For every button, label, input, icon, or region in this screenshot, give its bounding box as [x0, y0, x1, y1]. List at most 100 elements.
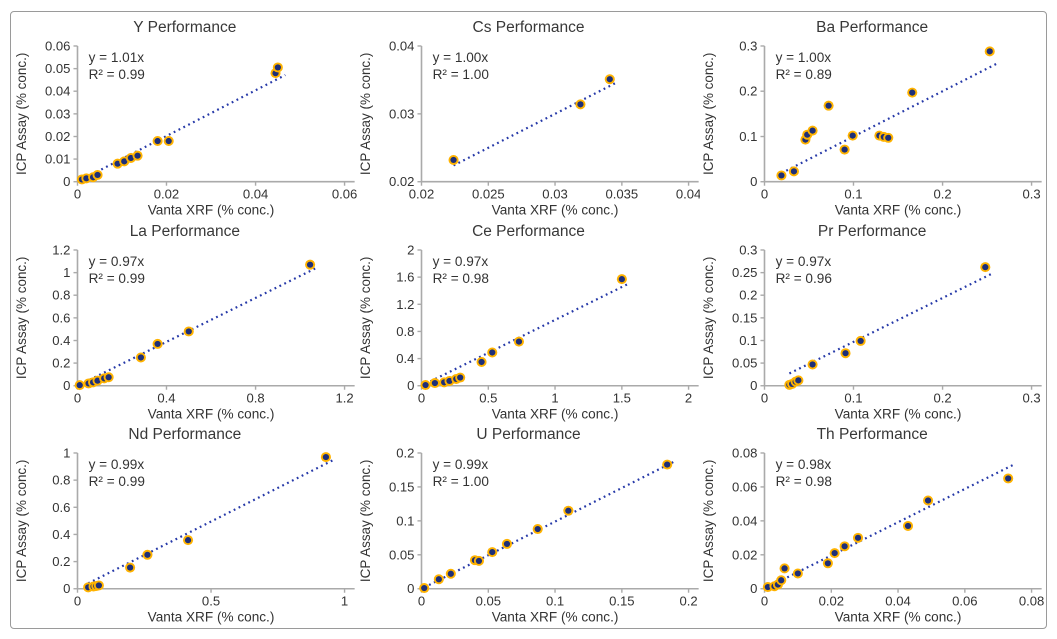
plot-area-y: 0 0.02 0.04 0.06 0 0.01 0.02 0.03 0.04 0.05 0.06 y …	[14, 39, 357, 218]
y-tick-label: 0.04	[732, 514, 757, 529]
data-point	[606, 76, 613, 83]
y-tick-label: 0.4	[396, 351, 414, 366]
y-tick-label: 0.4	[52, 527, 70, 542]
data-point	[885, 134, 892, 141]
y-tick-label: 1	[63, 446, 70, 461]
y-tick-label: 0.08	[732, 446, 757, 461]
data-point	[791, 168, 798, 175]
chart-cell-y: Y Performance 0 0.02 0.04 0.06 0 0.01 0.02 0.03…	[13, 15, 357, 219]
data-point	[127, 154, 135, 162]
data-point	[126, 564, 134, 571]
x-tick-label: 0.8	[246, 390, 264, 405]
x-tick-label: 0.06	[952, 594, 977, 609]
y-tick-label: 0.2	[52, 355, 70, 370]
data-point	[274, 64, 281, 71]
y-axis-label: ICP Assay (% conc.)	[358, 460, 373, 582]
data-point	[322, 454, 330, 461]
data-point	[83, 175, 90, 182]
x-axis-label: Vanta XRF (% conc.)	[148, 203, 275, 218]
x-axis-label: Vanta XRF (% conc.)	[835, 406, 962, 421]
data-point	[185, 327, 192, 335]
chart-title-pr: Pr Performance	[817, 222, 927, 240]
x-tick-label: 0.5	[479, 390, 497, 405]
y-tick-label: 0.3	[740, 39, 758, 54]
plot-area-ba: 0 0.1 0.2 0.3 0 0.1 0.2 0.3 y = 1.00x R² = 0.89 Va…	[701, 39, 1042, 218]
chart-cell-ce: Ce Performance 0 0.5 1 1.5 2 0 0.4 0.8 1.2 1.6 2 y …	[357, 219, 701, 423]
data-point	[841, 146, 849, 153]
y-tick-label: 0	[63, 378, 70, 393]
data-point	[515, 338, 522, 345]
y-tick-label: 0.6	[52, 310, 70, 325]
y-tick-label: 1.2	[396, 296, 414, 311]
data-point	[809, 361, 817, 368]
y-tick-label: 0.8	[396, 324, 414, 339]
data-point	[154, 137, 161, 145]
y-tick-label: 0.2	[740, 287, 758, 302]
x-tick-label: 0	[418, 390, 425, 405]
trendline	[424, 281, 630, 385]
trendline	[423, 460, 675, 589]
x-tick-label: 0	[761, 187, 768, 202]
chart-title-u: U Performance	[476, 426, 581, 444]
y-tick-label: 0	[750, 378, 757, 393]
data-point	[795, 570, 802, 577]
trendline	[781, 62, 999, 175]
y-tick-label: 0.2	[740, 84, 758, 99]
y-tick-label: 0.15	[732, 310, 757, 325]
equation-label: y = 0.97x	[776, 254, 832, 269]
x-axis-label: Vanta XRF (% conc.)	[835, 610, 962, 625]
x-axis-label: Vanta XRF (% conc.)	[491, 406, 618, 421]
y-axis-label: ICP Assay (% conc.)	[701, 256, 716, 378]
x-tick-label: 2	[685, 390, 692, 405]
data-point	[778, 172, 785, 179]
y-tick-label: 0.02	[389, 174, 414, 189]
x-tick-label: 0.03	[542, 187, 567, 202]
data-point	[165, 137, 172, 145]
x-tick-label: 0.08	[1019, 594, 1044, 609]
trendline	[789, 271, 994, 375]
data-point	[781, 565, 789, 572]
chart-title-la: La Performance	[129, 222, 240, 240]
y-tick-label: 0.3	[740, 242, 758, 257]
r-squared-label: R² = 0.99	[89, 67, 145, 82]
data-point	[144, 552, 151, 559]
r-squared-label: R² = 0.99	[89, 474, 145, 489]
data-point	[450, 156, 457, 164]
equation-label: y = 0.97x	[432, 254, 488, 269]
x-tick-label: 0.035	[605, 187, 638, 202]
x-tick-label: 0	[761, 390, 768, 405]
chart-title-ba: Ba Performance	[816, 19, 929, 36]
chart-cell-ba: Ba Performance 0 0.1 0.2 0.3 0 0.1 0.2 0.3 y = 1…	[700, 15, 1044, 219]
y-tick-label: 2	[407, 242, 414, 257]
data-point	[94, 377, 101, 384]
r-squared-label: R² = 0.96	[776, 271, 832, 286]
x-tick-label: 0.2	[934, 187, 952, 202]
data-point	[137, 354, 145, 361]
trendline	[87, 459, 334, 585]
equation-label: y = 1.00x	[776, 50, 832, 65]
chart-cell-pr: Pr Performance 0 0.1 0.2 0.3 0 0.05 0.1 0.15 0.2…	[700, 219, 1044, 423]
y-axis-label: ICP Assay (% conc.)	[701, 460, 716, 582]
data-point	[982, 263, 989, 270]
data-point	[778, 577, 785, 584]
x-tick-label: 0.3	[1023, 187, 1041, 202]
x-axis-label: Vanta XRF (% conc.)	[491, 203, 618, 218]
r-squared-label: R² = 0.98	[776, 474, 832, 489]
plot-area-u: 0 0.05 0.1 0.15 0.2 0 0.05 0.1 0.15 0.2 y = 0.99x R…	[358, 446, 699, 625]
y-tick-label: 0	[750, 582, 757, 597]
data-point	[1005, 475, 1012, 482]
y-tick-label: 0.03	[45, 106, 70, 121]
y-axis-label: ICP Assay (% conc.)	[358, 256, 373, 378]
x-axis-label: Vanta XRF (% conc.)	[491, 610, 618, 625]
x-tick-label: 0.2	[679, 594, 697, 609]
data-point	[905, 523, 912, 530]
y-tick-label: 0.06	[45, 39, 70, 54]
chart-title-cs: Cs Performance	[472, 19, 585, 36]
x-tick-label: 0.15	[609, 594, 634, 609]
chart-cell-nd: Nd Performance 0 0.5 1 0 0.2 0.4 0.6 0.8 1 y = 0.…	[13, 422, 357, 626]
y-tick-label: 0.4	[52, 333, 70, 348]
data-point	[849, 132, 857, 139]
data-point	[456, 374, 463, 381]
data-point	[154, 340, 161, 347]
y-tick-label: 0	[750, 174, 757, 189]
